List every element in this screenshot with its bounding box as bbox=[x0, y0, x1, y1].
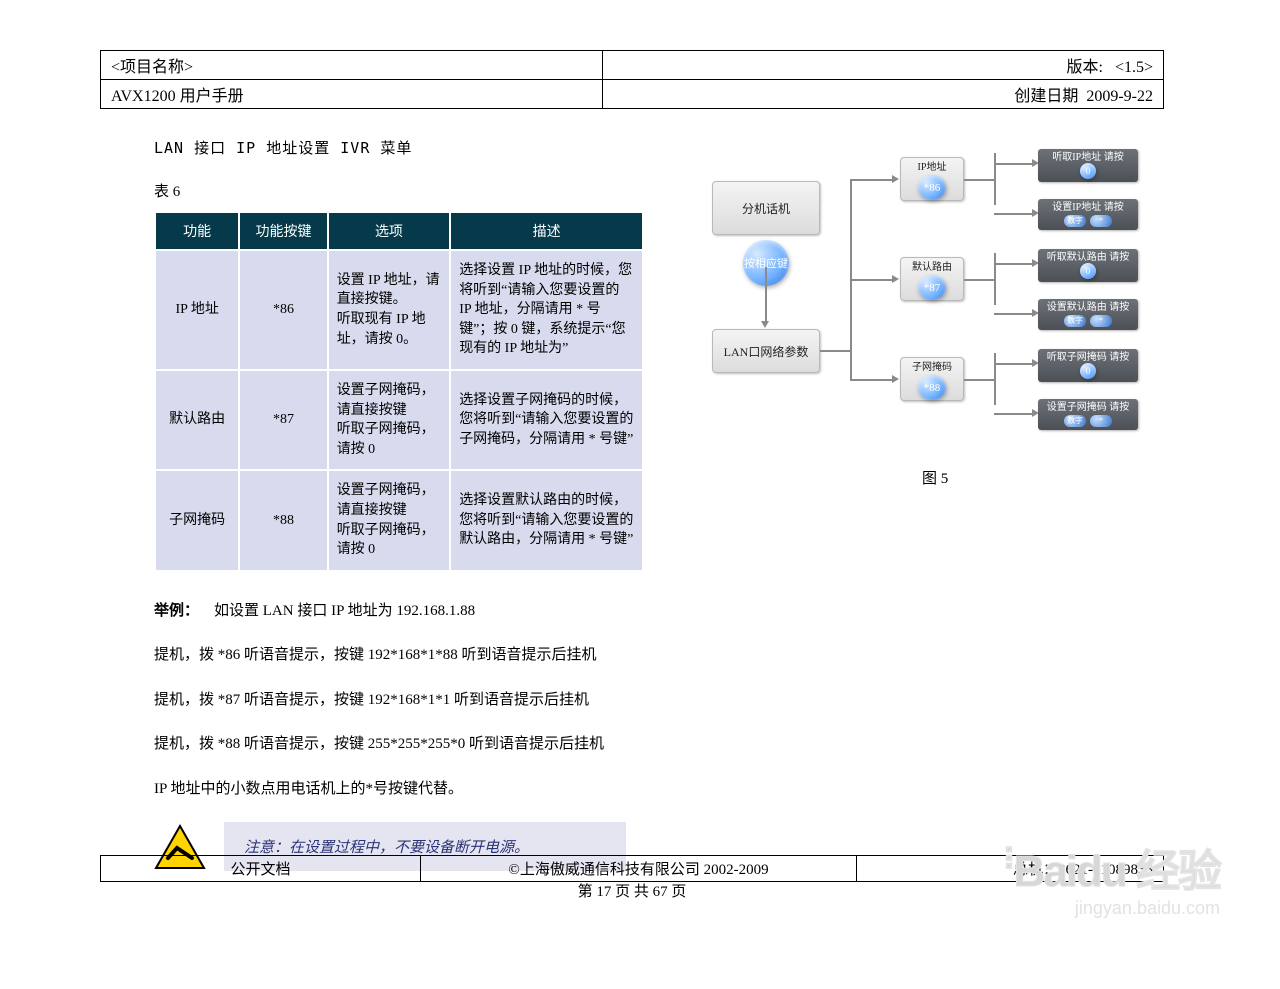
mid-node: 默认路由*87 bbox=[900, 257, 964, 301]
lan-node: LAN口网络参数 bbox=[712, 329, 820, 373]
version-cell: 版本: <1.5> bbox=[603, 51, 1164, 80]
example-line2: 提机，拨 *87 听语音提示，按键 192*168*1*1 听到语音提示后挂机 bbox=[154, 689, 1164, 712]
table-row: 子网掩码*88设置子网掩码，请直接按键 听取子网掩码，请按 0选择设置默认路由的… bbox=[156, 471, 642, 569]
example-lead-rest: 如设置 LAN 接口 IP 地址为 192.168.1.88 bbox=[214, 603, 475, 619]
phone-node: 分机话机 按相应键 bbox=[712, 181, 820, 235]
example-line1: 提机，拨 *86 听语音提示，按键 192*168*1*88 听到语音提示后挂机 bbox=[154, 644, 1164, 667]
date-value: 2009-9-22 bbox=[1086, 88, 1153, 105]
col-option: 选项 bbox=[329, 213, 450, 249]
footer-center: ©上海傲威通信科技有限公司 2002-2009 bbox=[421, 856, 857, 882]
example-block: 举例： 如设置 LAN 接口 IP 地址为 192.168.1.88 提机，拨 … bbox=[154, 600, 1164, 801]
mid-node: 子网掩码*88 bbox=[900, 357, 964, 401]
version-label: 版本: bbox=[1067, 59, 1103, 76]
leaf-node: 听取子网掩码 请按0 bbox=[1038, 349, 1138, 382]
manual-title: AVX1200 用户手册 bbox=[101, 80, 603, 109]
example-line4: IP 地址中的小数点用电话机上的*号按键代替。 bbox=[154, 778, 1164, 801]
col-desc: 描述 bbox=[451, 213, 642, 249]
example-lead: 举例： bbox=[154, 603, 199, 619]
watermark: ⠸Baidu 经验 bbox=[994, 835, 1220, 899]
leaf-node: 设置子网掩码 请按数字* bbox=[1038, 399, 1138, 430]
leaf-node: 听取IP地址 请按0 bbox=[1038, 149, 1138, 182]
version-value: <1.5> bbox=[1115, 59, 1153, 76]
function-table: 功能 功能按键 选项 描述 IP 地址*86设置 IP 地址，请直接按键。 听取… bbox=[154, 211, 644, 572]
watermark-sub: jingyan.baidu.com bbox=[1075, 898, 1220, 919]
table-row: IP 地址*86设置 IP 地址，请直接按键。 听取现有 IP 地址，请按 0。… bbox=[156, 251, 642, 369]
figure-caption: 图 5 bbox=[922, 467, 948, 488]
table-row: 默认路由*87设置子网掩码，请直接按键 听取子网掩码，请按 0选择设置子网掩码的… bbox=[156, 371, 642, 469]
mid-node: IP地址*86 bbox=[900, 157, 964, 201]
lan-node-label: LAN口网络参数 bbox=[724, 343, 809, 360]
document-header: <项目名称> 版本: <1.5> AVX1200 用户手册 创建日期 2009-… bbox=[100, 50, 1164, 109]
col-func: 功能 bbox=[156, 213, 238, 249]
date-label: 创建日期 bbox=[1014, 88, 1078, 105]
leaf-node: 听取默认路由 请按0 bbox=[1038, 249, 1138, 282]
date-cell: 创建日期 2009-9-22 bbox=[603, 80, 1164, 109]
leaf-node: 设置IP地址 请按数字* bbox=[1038, 199, 1138, 230]
example-line3: 提机，拨 *88 听语音提示，按键 255*255*255*0 听到语音提示后挂… bbox=[154, 733, 1164, 756]
col-key: 功能按键 bbox=[240, 213, 326, 249]
leaf-node: 设置默认路由 请按数字* bbox=[1038, 299, 1138, 330]
project-name: <项目名称> bbox=[101, 51, 603, 80]
footer-left: 公开文档 bbox=[101, 856, 421, 882]
ivr-diagram: 分机话机 按相应键 LAN口网络参数 IP地址*86 默认路由*87 子网掩码*88… bbox=[712, 137, 1164, 457]
phone-node-label: 分机话机 bbox=[742, 200, 790, 217]
